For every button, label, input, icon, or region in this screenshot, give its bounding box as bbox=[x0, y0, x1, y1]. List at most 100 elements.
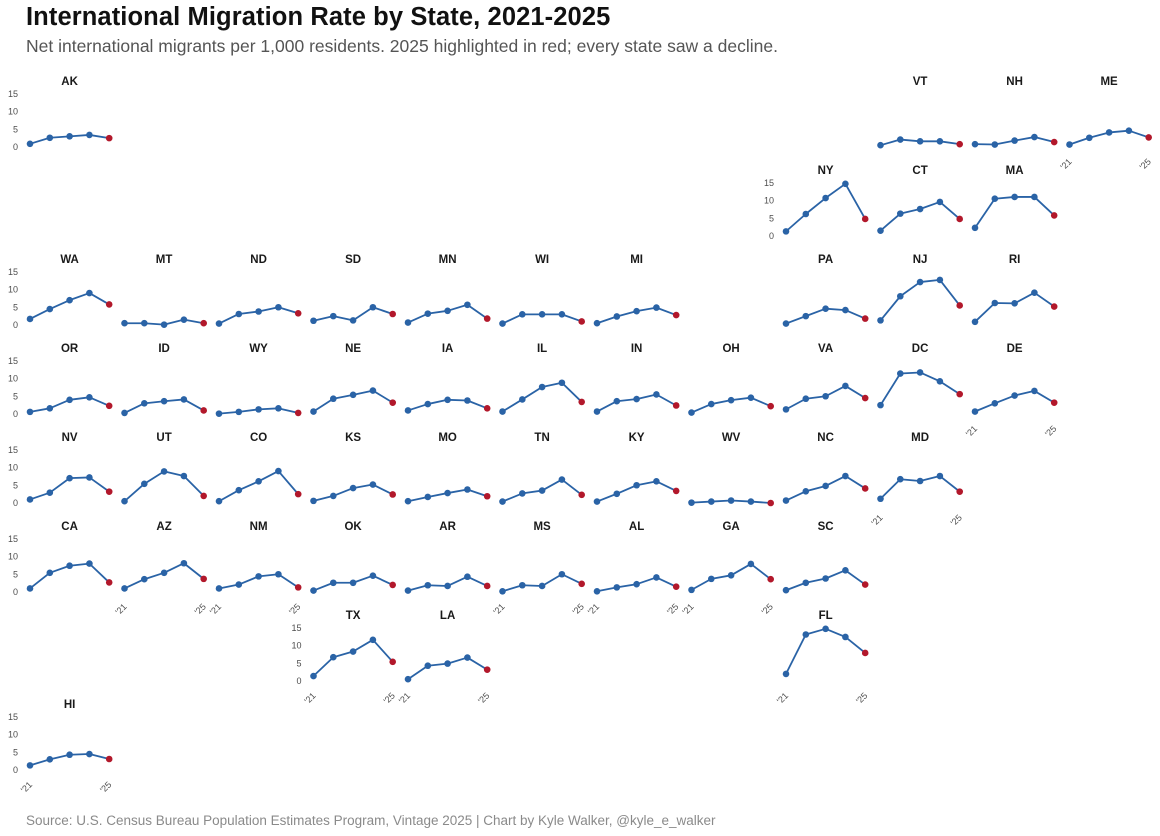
data-point-2025 bbox=[956, 488, 963, 495]
data-point bbox=[633, 580, 640, 588]
y-tick-label: 0 bbox=[13, 320, 18, 330]
data-point bbox=[66, 296, 73, 304]
data-point bbox=[877, 317, 884, 324]
y-tick-label: 10 bbox=[8, 730, 18, 740]
data-point bbox=[121, 409, 128, 417]
data-point-2025 bbox=[861, 394, 869, 402]
data-point bbox=[613, 490, 621, 498]
data-point bbox=[1011, 193, 1018, 201]
state-panel-co: CO bbox=[215, 432, 302, 505]
data-point bbox=[538, 487, 546, 494]
state-label: MT bbox=[156, 254, 173, 266]
data-point-2025 bbox=[956, 140, 963, 148]
data-point-2025 bbox=[105, 134, 113, 142]
data-point bbox=[444, 307, 451, 315]
x-tick-label: '25 bbox=[287, 602, 302, 617]
data-point bbox=[121, 497, 128, 505]
data-point bbox=[971, 224, 979, 232]
data-point bbox=[727, 396, 735, 404]
state-label: AK bbox=[61, 76, 78, 88]
data-point-2025 bbox=[200, 575, 207, 583]
data-point-2025 bbox=[105, 402, 113, 410]
series-line bbox=[312, 638, 394, 677]
data-point bbox=[86, 750, 93, 758]
data-point-2025 bbox=[483, 492, 491, 500]
data-point-2025 bbox=[389, 310, 397, 318]
data-point bbox=[86, 289, 93, 297]
data-point bbox=[558, 379, 566, 387]
state-label: NV bbox=[62, 432, 78, 444]
state-panel-ga: GA '21 '25 bbox=[680, 521, 775, 617]
state-panel-nh: NH bbox=[971, 76, 1058, 148]
data-point bbox=[499, 408, 506, 415]
state-panel-ri: RI bbox=[971, 254, 1058, 326]
state-label: WA bbox=[60, 254, 79, 266]
data-point-2025 bbox=[105, 579, 113, 586]
state-panel-mt: MT bbox=[121, 254, 207, 328]
y-tick-label: 10 bbox=[8, 552, 18, 562]
y-tick-label: 0 bbox=[13, 587, 18, 597]
data-point bbox=[275, 405, 282, 412]
data-point bbox=[1011, 300, 1018, 307]
state-panel-az: AZ '21 '25 bbox=[113, 521, 208, 617]
state-label: KS bbox=[345, 432, 361, 444]
data-point bbox=[141, 400, 148, 407]
data-point-2025 bbox=[1050, 399, 1058, 406]
state-label: OR bbox=[61, 343, 79, 355]
data-point bbox=[633, 307, 640, 315]
data-point-2025 bbox=[578, 491, 585, 499]
data-point bbox=[593, 498, 601, 505]
data-point bbox=[916, 138, 924, 145]
data-point bbox=[66, 474, 73, 482]
data-point bbox=[444, 582, 451, 590]
data-point bbox=[688, 586, 695, 594]
data-point bbox=[369, 481, 377, 488]
y-tick-label: 15 bbox=[8, 356, 18, 366]
data-point bbox=[633, 395, 640, 403]
data-point bbox=[802, 395, 810, 403]
data-point bbox=[1086, 134, 1093, 142]
state-label: OH bbox=[722, 343, 739, 355]
data-point bbox=[936, 198, 944, 206]
data-point bbox=[26, 408, 34, 416]
data-point bbox=[160, 569, 168, 577]
data-point bbox=[708, 575, 715, 583]
data-point bbox=[708, 400, 715, 408]
y-tick-label: 10 bbox=[8, 285, 18, 295]
chart-subtitle: Net international migrants per 1,000 res… bbox=[26, 36, 778, 56]
data-point bbox=[538, 582, 546, 590]
x-tick-label: '25 bbox=[382, 691, 397, 706]
state-label: SD bbox=[345, 254, 361, 266]
data-point bbox=[255, 406, 262, 413]
data-point bbox=[877, 227, 884, 234]
data-point bbox=[215, 585, 223, 592]
data-point-2025 bbox=[105, 488, 113, 495]
x-tick-label: '21 bbox=[397, 691, 412, 706]
data-point-2025 bbox=[483, 315, 491, 322]
data-point bbox=[936, 378, 944, 385]
series-line bbox=[974, 196, 1055, 229]
x-tick-label: '21 bbox=[19, 780, 34, 795]
data-point bbox=[310, 408, 317, 415]
data-point bbox=[802, 631, 810, 638]
data-point-2025 bbox=[1145, 134, 1152, 141]
series-line bbox=[218, 470, 299, 503]
data-point bbox=[916, 278, 924, 286]
data-point bbox=[936, 472, 944, 480]
data-point bbox=[26, 762, 34, 769]
state-label: MO bbox=[438, 432, 457, 444]
data-point bbox=[822, 575, 829, 582]
state-panel-wv: WV bbox=[688, 432, 774, 507]
state-label: MS bbox=[533, 521, 551, 533]
x-tick-label: '25 bbox=[1138, 157, 1153, 172]
data-point bbox=[877, 401, 884, 409]
data-point bbox=[971, 140, 979, 148]
data-point-2025 bbox=[861, 315, 869, 322]
data-point bbox=[877, 141, 884, 149]
y-tick-label: 15 bbox=[8, 712, 18, 722]
x-tick-label: '21 bbox=[775, 691, 790, 706]
y-tick-label: 10 bbox=[8, 463, 18, 473]
data-point bbox=[499, 498, 506, 505]
x-tick-label: '21 bbox=[302, 691, 317, 706]
data-point-2025 bbox=[956, 302, 963, 309]
